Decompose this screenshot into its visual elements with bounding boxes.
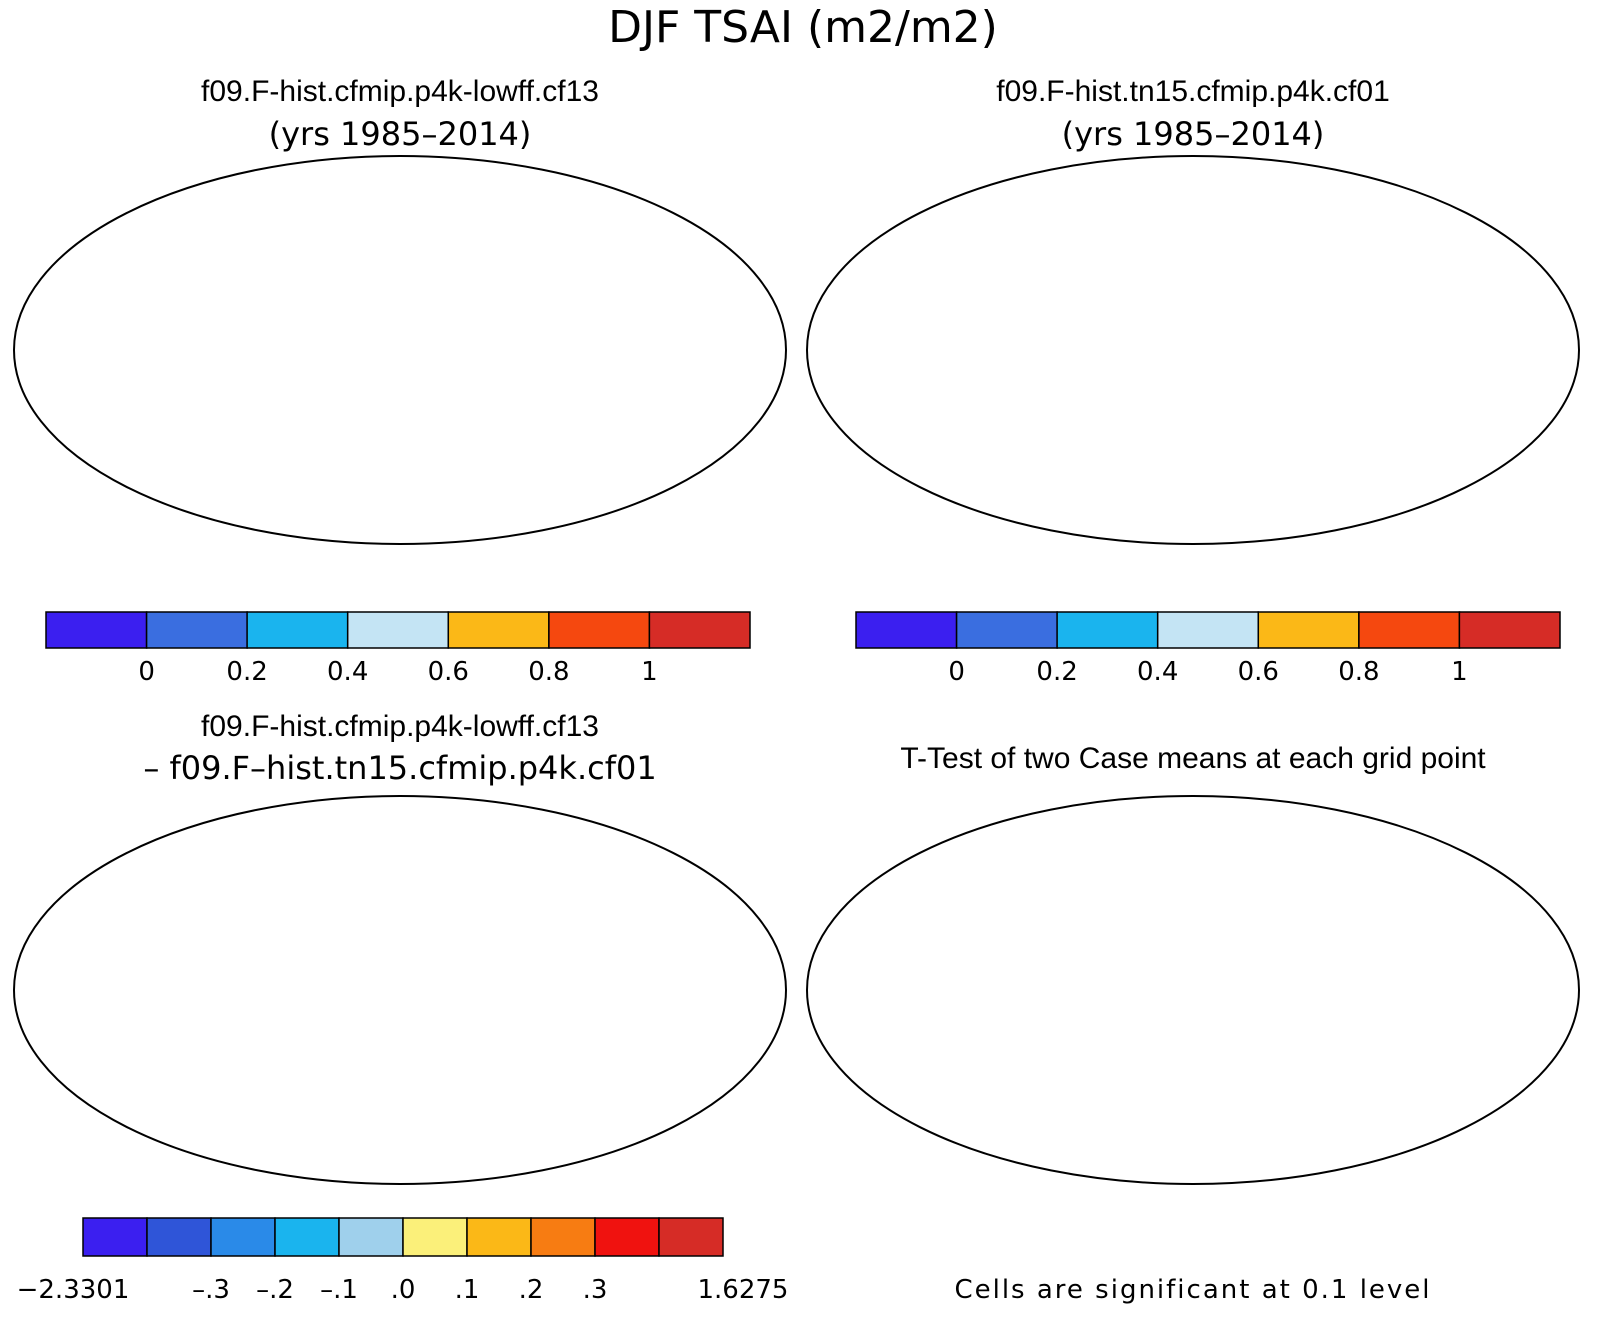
colorbar-diff: −2.3301 –.3 –.2 –.1 .0 .1 .2 .3 1.6275 (17, 1217, 789, 1305)
colorbar-swatch (146, 1217, 212, 1257)
colorbar-tick-label: 0.8 (528, 657, 569, 687)
colorbar-swatch (1156, 611, 1260, 649)
colorbar-swatch (274, 1217, 340, 1257)
panel-case2: f09.F-hist.tn15.cfmip.p4k.cf01 (yrs 1985–… (806, 75, 1580, 545)
colorbar-swatch (548, 611, 651, 649)
panel-title: f09.F-hist.cfmip.p4k-lowff.cf13 (201, 75, 599, 108)
colorbar-tick-label: .0 (391, 1275, 416, 1305)
colorbar-swatch (45, 611, 148, 649)
colorbar-swatch (447, 611, 550, 649)
panel-ttest: T-Test of two Case means at each grid po… (806, 742, 1580, 1305)
panel-case1: f09.F-hist.cfmip.p4k-lowff.cf13 (yrs 1985… (13, 75, 787, 545)
panel-subtitle: (yrs 1985–2014) (269, 115, 532, 153)
colorbar-swatch (594, 1217, 660, 1257)
colorbar-tick-label: 1 (1451, 657, 1468, 687)
colorbar-swatch (530, 1217, 596, 1257)
colorbar-tick-label: .2 (519, 1275, 544, 1305)
colorbar-tick-label: 0.6 (428, 657, 469, 687)
significance-note: Cells are significant at 0.1 level (954, 1275, 1431, 1305)
colorbar-swatch (648, 611, 751, 649)
colorbar-swatch (338, 1217, 404, 1257)
colorbar-swatch (955, 611, 1058, 649)
colorbar-swatch (82, 1217, 148, 1257)
colorbar-swatch (1358, 611, 1461, 649)
colorbar-tick-label: .1 (455, 1275, 480, 1305)
colorbar-tick-label: –.2 (256, 1275, 294, 1305)
colorbar-tick-label: −2.3301 (17, 1275, 130, 1305)
panel-subtitle: (yrs 1985–2014) (1062, 115, 1325, 153)
panel-subtitle: – f09.F–hist.tn15.cfmip.p4k.cf01 (143, 749, 656, 787)
colorbar-tick-label: 0.6 (1238, 657, 1279, 687)
panel-title: f09.F-hist.cfmip.p4k-lowff.cf13 (201, 710, 599, 743)
map-border (806, 795, 1580, 1185)
panel-diff: f09.F-hist.cfmip.p4k-lowff.cf13 – f09.F–h… (13, 710, 787, 1185)
colorbar-swatch (210, 1217, 276, 1257)
colorbar-tick-label: 1 (641, 657, 658, 687)
colorbar-swatch (346, 611, 450, 649)
colorbar-swatch (145, 611, 248, 649)
colorbar-swatch (1056, 611, 1159, 649)
colorbar-swatch (466, 1217, 532, 1257)
figure-title: DJF TSAI (m2/m2) (608, 2, 998, 53)
map-border (13, 795, 787, 1185)
panel-title: f09.F-hist.tn15.cfmip.p4k.cf01 (996, 75, 1390, 108)
colorbar-tick-label: –.1 (320, 1275, 358, 1305)
map-border (13, 155, 787, 545)
colorbar-case1: 0 0.2 0.4 0.6 0.8 1 (45, 611, 751, 687)
colorbar-swatch (1458, 611, 1561, 649)
colorbar-swatch (658, 1217, 724, 1257)
colorbar-swatch (246, 611, 349, 649)
colorbar-tick-label: 0.4 (1137, 657, 1178, 687)
colorbar-tick-label: –.3 (192, 1275, 230, 1305)
map-border (806, 155, 1580, 545)
colorbar-tick-label: 0.2 (1036, 657, 1077, 687)
colorbar-tick-label: 0.4 (327, 657, 368, 687)
colorbar-swatch (1257, 611, 1360, 649)
colorbar-tick-label: 0.2 (226, 657, 267, 687)
colorbar-swatch (402, 1217, 468, 1257)
colorbar-swatch (855, 611, 958, 649)
colorbar-tick-label: 0 (948, 657, 965, 687)
colorbar-case2: 0 0.2 0.4 0.6 0.8 1 (855, 611, 1561, 687)
colorbar-tick-label: .3 (583, 1275, 608, 1305)
colorbar-tick-label: 0 (138, 657, 155, 687)
colorbar-tick-label: 0.8 (1338, 657, 1379, 687)
panel-title: T-Test of two Case means at each grid po… (900, 742, 1486, 775)
colorbar-tick-label: 1.6275 (698, 1275, 789, 1305)
